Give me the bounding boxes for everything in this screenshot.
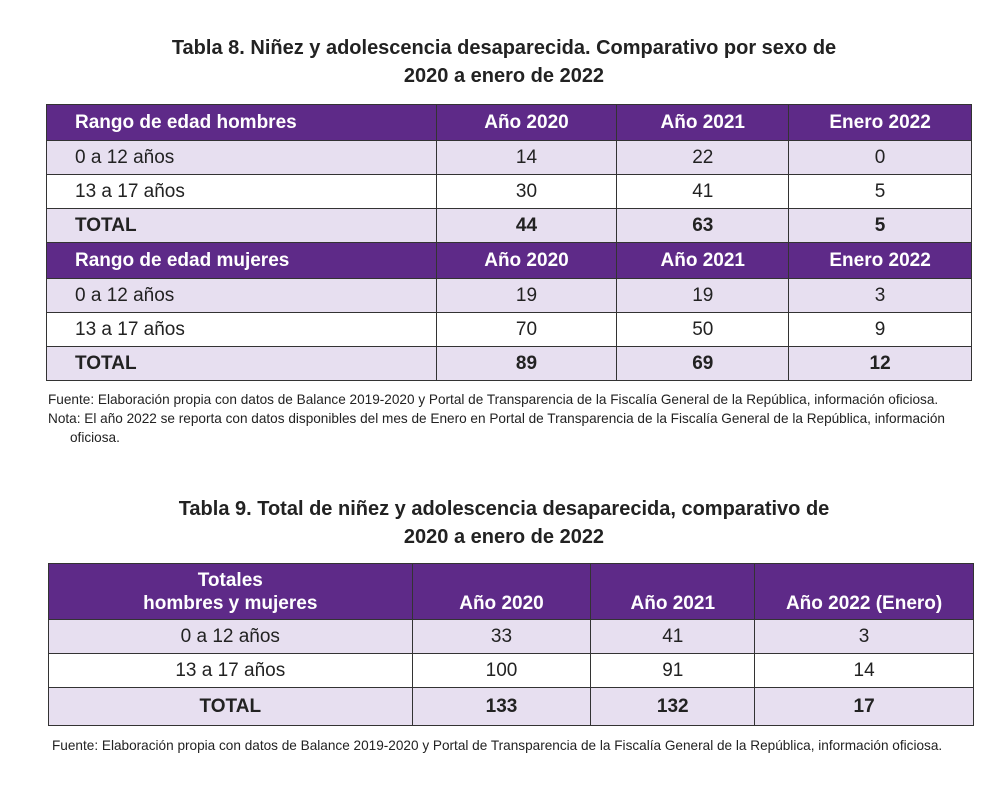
cell: 12 [788,346,972,381]
table-row: Rango de edad hombres Año 2020 Año 2021 Ene… [46,104,972,141]
cell: 133 [411,687,592,726]
table-row: 0 a 12 años 33 41 3 [48,619,974,654]
row-label: 13 a 17 años [48,653,413,688]
cell: 5 [788,174,972,209]
title-line: Tabla 9. Total de niñez y adolescencia d… [178,498,830,520]
table-9: Totales hombres y mujeres Año 2020 Año 202… [48,563,974,726]
row-label: 13 a 17 años [46,174,437,209]
note: Nota: El año 2022 se reporta con datos d… [48,411,945,445]
table-row: 0 a 12 años 19 19 3 [46,278,972,313]
cell: Año 2022 (Enero) [754,563,974,620]
table-9-title: Tabla 9. Total de niñez y adolescencia d… [0,495,1008,551]
table-row: 13 a 17 años 70 50 9 [46,312,972,347]
title-line: 2020 a enero de 2022 [403,526,605,548]
cell: 63 [616,208,790,243]
cell: 69 [616,346,790,381]
cell: 19 [435,278,618,313]
cell: Enero 2022 [788,104,972,141]
note: Fuente: Elaboración propia con datos de … [52,738,943,753]
row-label: Rango de edad mujeres [46,242,437,279]
row-label: 0 a 12 años [46,140,437,175]
title-line: Tabla 8. Niñez y adolescencia desapareci… [171,37,837,59]
row-label: TOTAL [48,687,413,726]
cell: Año 2021 [616,242,790,279]
table-row: TOTAL 89 69 12 [46,346,972,381]
title-line: 2020 a enero de 2022 [403,65,605,87]
cell: Año 2020 [435,104,618,141]
cell: 17 [754,687,974,726]
table-row: TOTAL 44 63 5 [46,208,972,243]
cell: 14 [754,653,974,688]
row-label: Rango de edad hombres [46,104,437,141]
table-8-title: Tabla 8. Niñez y adolescencia desapareci… [0,34,1008,90]
cell: 41 [590,619,756,654]
note: Fuente: Elaboración propia con datos de … [48,392,939,407]
cell: Enero 2022 [788,242,972,279]
table-9-notes: Fuente: Elaboración propia con datos de … [52,736,978,755]
cell: 44 [435,208,618,243]
cell: 91 [590,653,756,688]
row-label: 13 a 17 años [46,312,437,347]
table-row: Rango de edad mujeres Año 2020 Año 2021 Ene… [46,242,972,279]
cell: Año 2021 [590,563,756,620]
cell: 3 [788,278,972,313]
cell: 5 [788,208,972,243]
table-row: Totales hombres y mujeres Año 2020 Año 202… [48,563,974,620]
table-row: 0 a 12 años 14 22 0 [46,140,972,175]
cell: 33 [411,619,592,654]
cell: 30 [435,174,618,209]
cell: 70 [435,312,618,347]
cell: 14 [435,140,618,175]
cell: 89 [435,346,618,381]
table-row: TOTAL 133 132 17 [48,687,974,726]
table-row: 13 a 17 años 30 41 5 [46,174,972,209]
cell: 19 [616,278,790,313]
row-label: 0 a 12 años [48,619,413,654]
cell: 0 [788,140,972,175]
row-label: Totales hombres y mujeres [48,563,413,620]
cell: 100 [411,653,592,688]
row-label: 0 a 12 años [46,278,437,313]
table-8-notes: Fuente: Elaboración propia con datos de … [48,390,978,447]
cell: Año 2021 [616,104,790,141]
cell: 9 [788,312,972,347]
cell: 132 [590,687,756,726]
cell: 22 [616,140,790,175]
cell: 3 [754,619,974,654]
cell: Año 2020 [435,242,618,279]
row-label: TOTAL [46,346,437,381]
row-label: TOTAL [46,208,437,243]
cell: Año 2020 [411,563,592,620]
table-8: Rango de edad hombres Año 2020 Año 2021 Ene… [46,104,972,381]
table-row: 13 a 17 años 100 91 14 [48,653,974,688]
cell: 50 [616,312,790,347]
cell: 41 [616,174,790,209]
